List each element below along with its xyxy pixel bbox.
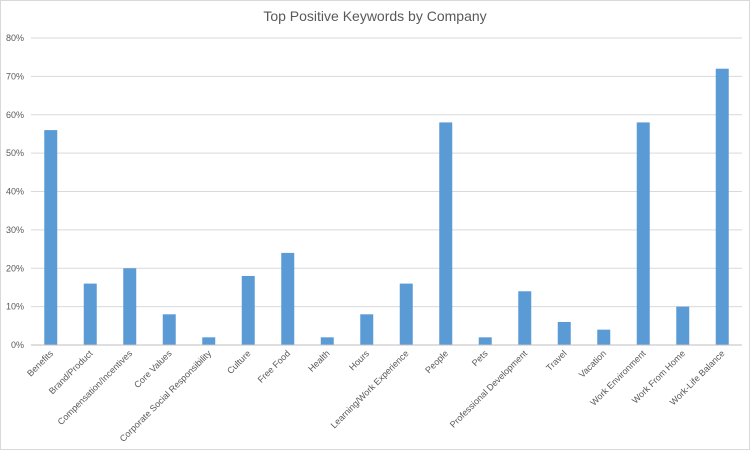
bar: [162, 314, 176, 345]
x-axis: BenefitsBrand/ProductCompensation/Incent…: [25, 348, 727, 444]
bar: [83, 283, 97, 345]
x-tick-label: Travel: [544, 348, 569, 373]
y-tick-label: 20%: [6, 263, 24, 273]
x-tick-label: Hours: [347, 348, 371, 372]
y-tick-label: 30%: [6, 225, 24, 235]
x-tick-label: Vacation: [577, 348, 608, 379]
x-tick-label: Pets: [470, 348, 490, 368]
y-tick-label: 40%: [6, 187, 24, 197]
bar: [202, 337, 216, 345]
bar: [597, 329, 611, 345]
y-tick-label: 70%: [6, 71, 24, 81]
bar: [478, 337, 492, 345]
x-tick-label: Learning/Work Experience: [329, 348, 411, 430]
chart-title: Top Positive Keywords by Company: [263, 8, 487, 24]
bar: [123, 268, 137, 345]
x-tick-label: Compensation/Incentives: [56, 348, 135, 427]
bars: [44, 68, 729, 345]
bar: [241, 275, 255, 345]
y-tick-label: 10%: [6, 302, 24, 312]
bar: [557, 321, 571, 345]
x-tick-label: Professional Development: [448, 348, 530, 430]
y-tick-label: 60%: [6, 110, 24, 120]
y-tick-label: 80%: [6, 33, 24, 43]
y-tick-label: 0%: [11, 340, 24, 350]
x-tick-label: Core Values: [132, 348, 174, 390]
x-tick-label: Culture: [225, 348, 253, 376]
bar: [281, 252, 295, 345]
bar: [636, 122, 650, 345]
x-tick-label: People: [423, 348, 450, 375]
y-axis: 0% 10% 20% 30% 40% 50% 60% 70% 80%: [6, 33, 24, 350]
bar: [44, 130, 58, 345]
bar: [676, 306, 690, 345]
bar: [360, 314, 374, 345]
y-tick-label: 50%: [6, 148, 24, 158]
bar: [439, 122, 453, 345]
x-tick-label: Health: [306, 348, 331, 373]
bar: [518, 291, 532, 345]
bar: [399, 283, 413, 345]
bar: [320, 337, 334, 345]
x-tick-label: Benefits: [25, 348, 55, 378]
x-tick-label: Free Food: [256, 348, 292, 384]
bar: [715, 68, 729, 345]
gridlines: [31, 37, 742, 308]
